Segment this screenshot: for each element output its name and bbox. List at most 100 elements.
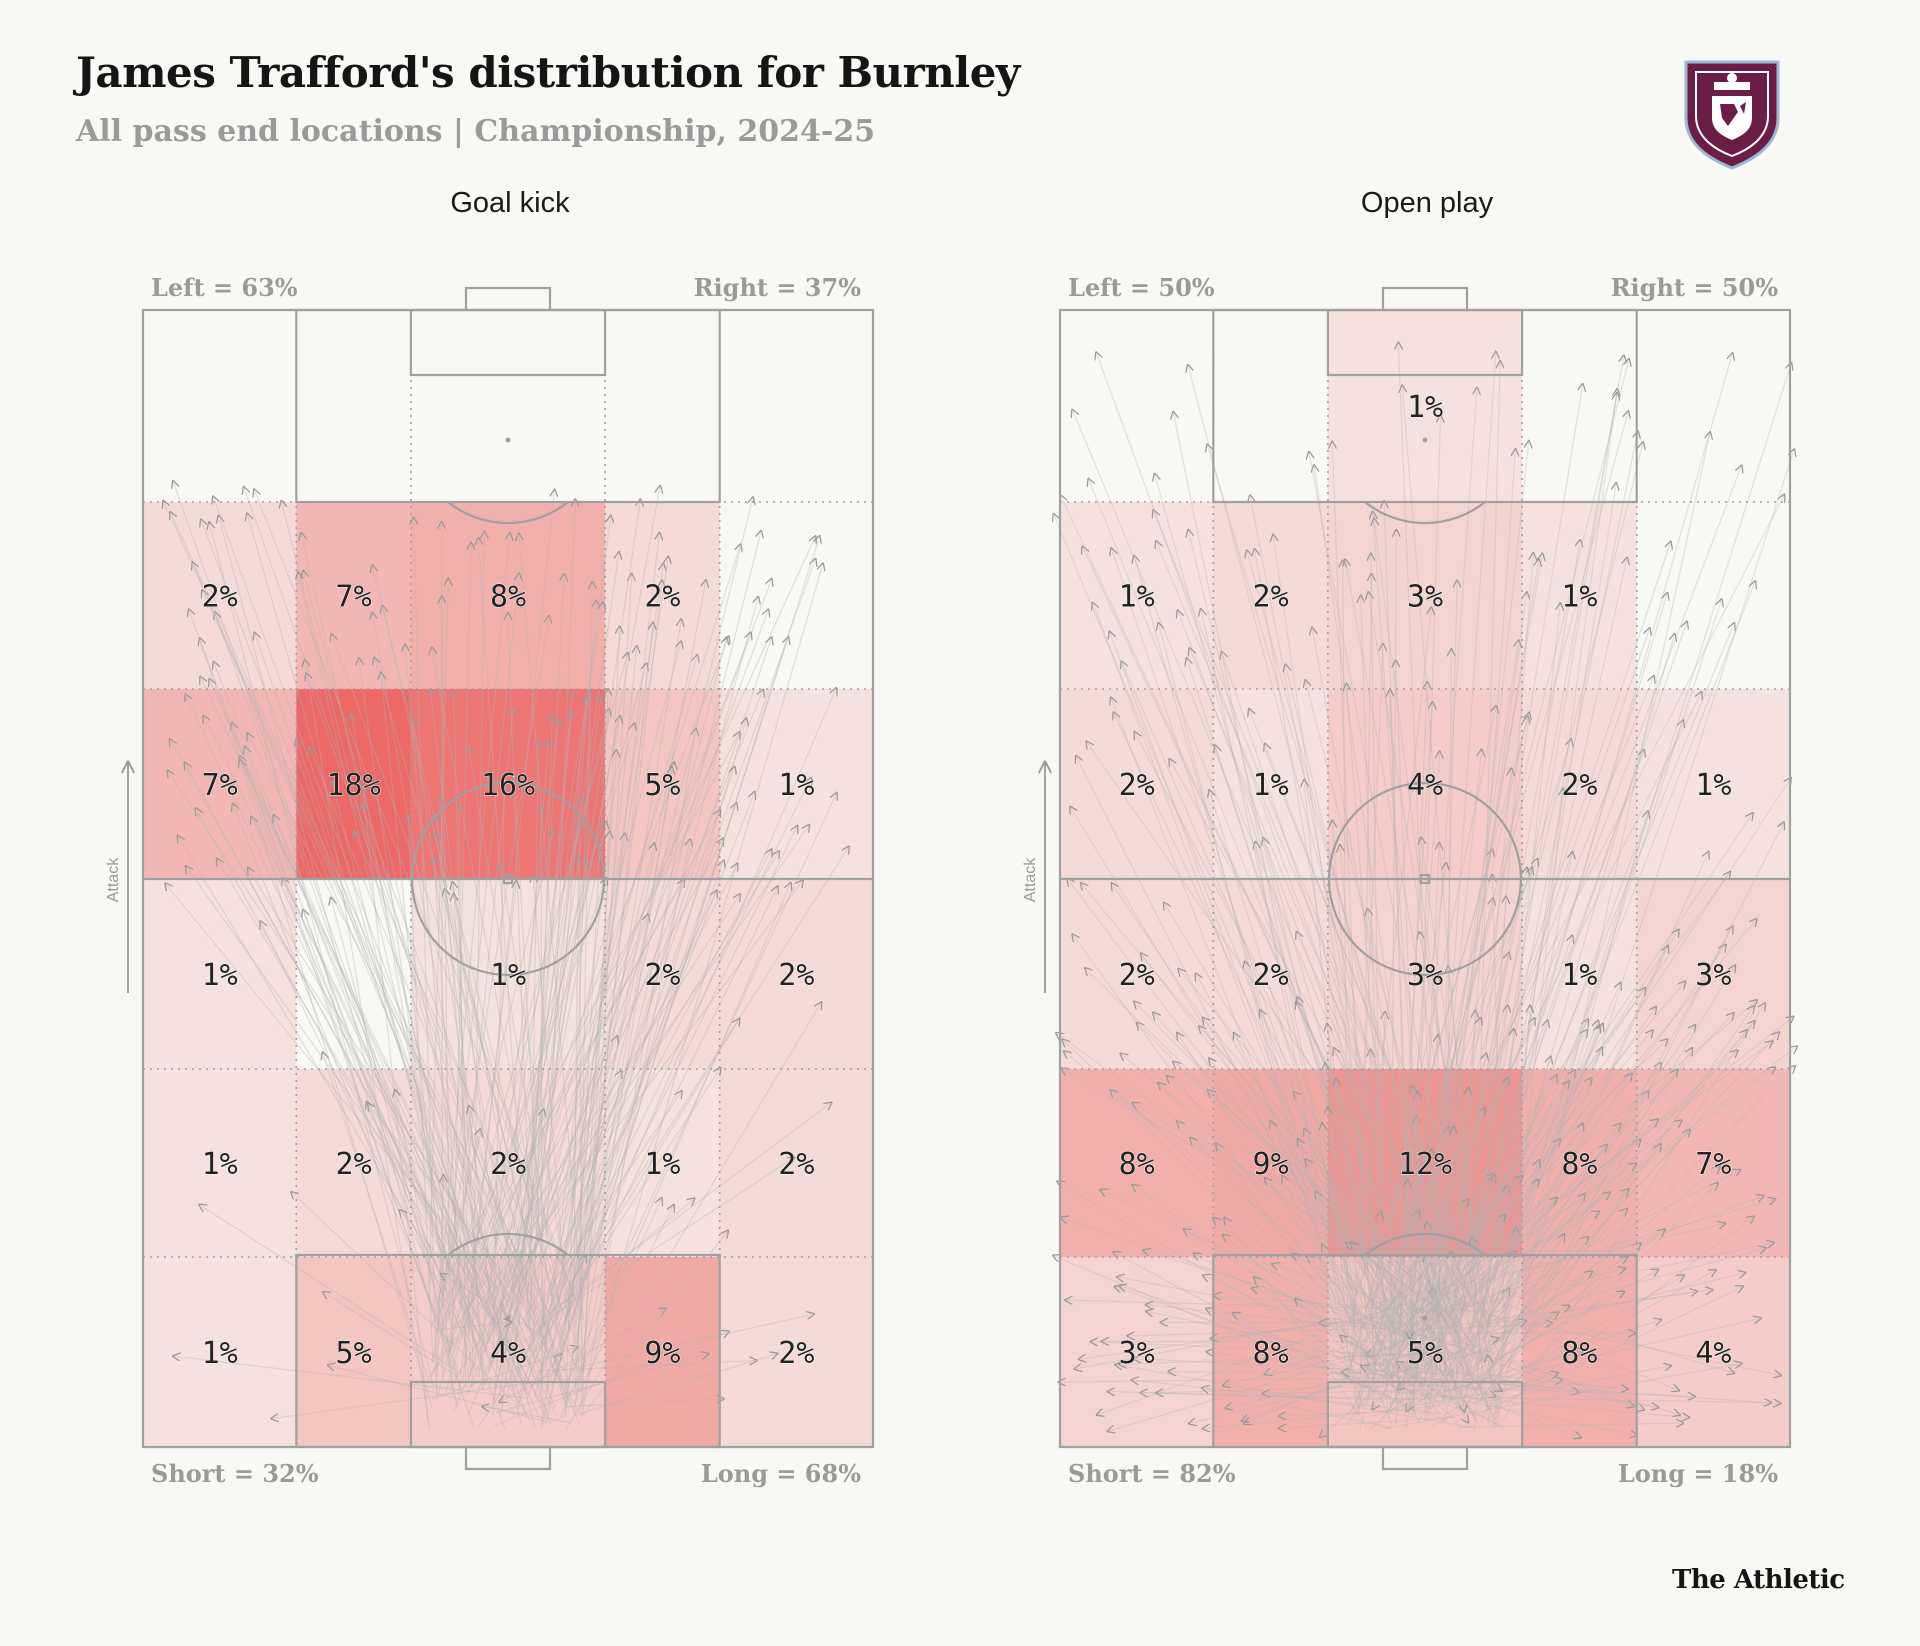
- pass-arrow: [381, 672, 454, 1397]
- pass-arrow: [1472, 361, 1500, 1338]
- pass-arrow: [1372, 872, 1730, 1361]
- zone-percentage-label: 2%: [202, 580, 238, 615]
- pass-arrow: [1347, 1081, 1569, 1373]
- pass-arrow: [1297, 997, 1430, 1332]
- zone-percentage-label: 8%: [1119, 1147, 1155, 1182]
- pass-arrow: [414, 517, 438, 1399]
- pass-arrow: [1309, 452, 1484, 1399]
- pass-arrow: [1431, 1270, 1716, 1428]
- pass-arrow: [217, 858, 494, 1321]
- zone-percentage-label: 4%: [490, 1336, 526, 1371]
- pass-arrow: [1423, 441, 1529, 1420]
- pass-arrow: [434, 857, 462, 1308]
- pass-arrow: [577, 563, 824, 1414]
- pass-arrow: [1250, 495, 1423, 1385]
- pass-arrow: [1359, 574, 1372, 1409]
- pass-arrow: [582, 574, 632, 1374]
- top-penalty-area: [295, 308, 721, 504]
- pass-arrow: [470, 636, 729, 1306]
- heat-cell: [143, 502, 297, 689]
- pass-arrow: [372, 612, 495, 1311]
- pass-arrow: [1410, 944, 1726, 1387]
- pass-arrow: [435, 1175, 443, 1390]
- pass-arrow: [1483, 1020, 1599, 1319]
- pass-arrow: [556, 556, 669, 1301]
- pass-arrows: [163, 481, 849, 1430]
- pass-arrow: [1451, 1251, 1465, 1388]
- pass-arrow: [578, 1205, 674, 1393]
- pass-arrow: [1373, 1012, 1385, 1407]
- bottom-goal: [1381, 1445, 1469, 1471]
- zone-percentage-label: 3%: [1119, 1336, 1155, 1371]
- pass-arrow: [1173, 1062, 1503, 1344]
- pass-arrow: [1368, 1108, 1485, 1303]
- pass-arrow: [1156, 541, 1479, 1315]
- pass-arrow: [1245, 961, 1351, 1380]
- pass-arrow: [1373, 512, 1435, 1394]
- centre-circle: [1327, 781, 1523, 977]
- pass-arrow: [507, 914, 648, 1332]
- left-share-label: Left = 63%: [151, 273, 298, 302]
- pass-arrow: [1096, 352, 1475, 1381]
- pass-arrow: [503, 486, 660, 1347]
- pass-arrow: [1357, 1018, 1481, 1398]
- pass-arrow: [1412, 1086, 1469, 1394]
- pass-arrow: [1177, 1033, 1352, 1311]
- pass-arrow: [368, 1104, 527, 1302]
- burnley-crest-icon: [1684, 60, 1780, 170]
- pitch-markings: [1058, 286, 1792, 1471]
- pass-arrow: [354, 831, 586, 1363]
- pass-arrow: [1376, 1338, 1499, 1381]
- pass-arrow: [1327, 1107, 1357, 1341]
- pass-arrow: [1487, 1355, 1495, 1397]
- pass-arrow: [1156, 1383, 1439, 1393]
- pass-arrow: [1421, 1214, 1506, 1306]
- top-penalty-spot: [1422, 437, 1428, 443]
- pass-arrow: [1064, 1051, 1404, 1329]
- bottom-penalty-spot: [1422, 1315, 1428, 1321]
- pass-arrow: [1449, 355, 1624, 1321]
- pass-arrow: [1393, 1367, 1581, 1438]
- pass-arrow: [1462, 965, 1736, 1413]
- pass-arrow: [1279, 1410, 1404, 1416]
- pass-arrow: [1420, 1053, 1486, 1312]
- pass-arrow: [437, 817, 491, 1302]
- pass-arrow: [1443, 1248, 1766, 1336]
- pass-arrow: [1344, 1212, 1381, 1338]
- pass-arrow: [1061, 1217, 1457, 1355]
- pass-arrow: [1480, 822, 1784, 1422]
- pass-arrow: [1466, 1160, 1539, 1340]
- pass-arrow: [537, 637, 772, 1332]
- pass-arrow: [1433, 1120, 1682, 1312]
- pass-arrow: [497, 863, 738, 1318]
- zone-percentage-label: 3%: [1407, 958, 1443, 993]
- zone-percentage-label: 2%: [1253, 580, 1289, 615]
- heat-cell: [719, 1257, 873, 1447]
- pass-arrow: [245, 746, 455, 1328]
- pass-arrow: [1196, 974, 1419, 1370]
- pass-arrow: [1263, 1388, 1483, 1394]
- pass-arrow: [1312, 628, 1452, 1402]
- pass-arrow: [1366, 1337, 1412, 1356]
- pass-arrow: [1424, 1074, 1631, 1362]
- pass-arrow: [521, 849, 771, 1324]
- centre-circle: [410, 781, 606, 977]
- pass-arrow: [1273, 534, 1394, 1362]
- pass-arrow: [1247, 550, 1470, 1376]
- heat-cell: [296, 1069, 411, 1257]
- pass-arrow: [240, 756, 556, 1415]
- pass-arrow: [1479, 1006, 1754, 1402]
- pass-arrow: [1390, 1180, 1408, 1395]
- pass-arrow: [1164, 902, 1478, 1422]
- pass-arrow: [1493, 1025, 1600, 1307]
- pass-arrow: [1427, 1222, 1448, 1372]
- pass-arrow: [203, 716, 546, 1415]
- pass-arrow: [567, 646, 637, 1336]
- pass-arrow: [361, 804, 549, 1312]
- pass-arrow: [1202, 1388, 1391, 1429]
- short-share-label: Short = 32%: [151, 1459, 319, 1488]
- pass-arrow: [432, 879, 684, 1323]
- pass-arrow: [1463, 1306, 1569, 1359]
- pass-arrow: [1134, 556, 1358, 1350]
